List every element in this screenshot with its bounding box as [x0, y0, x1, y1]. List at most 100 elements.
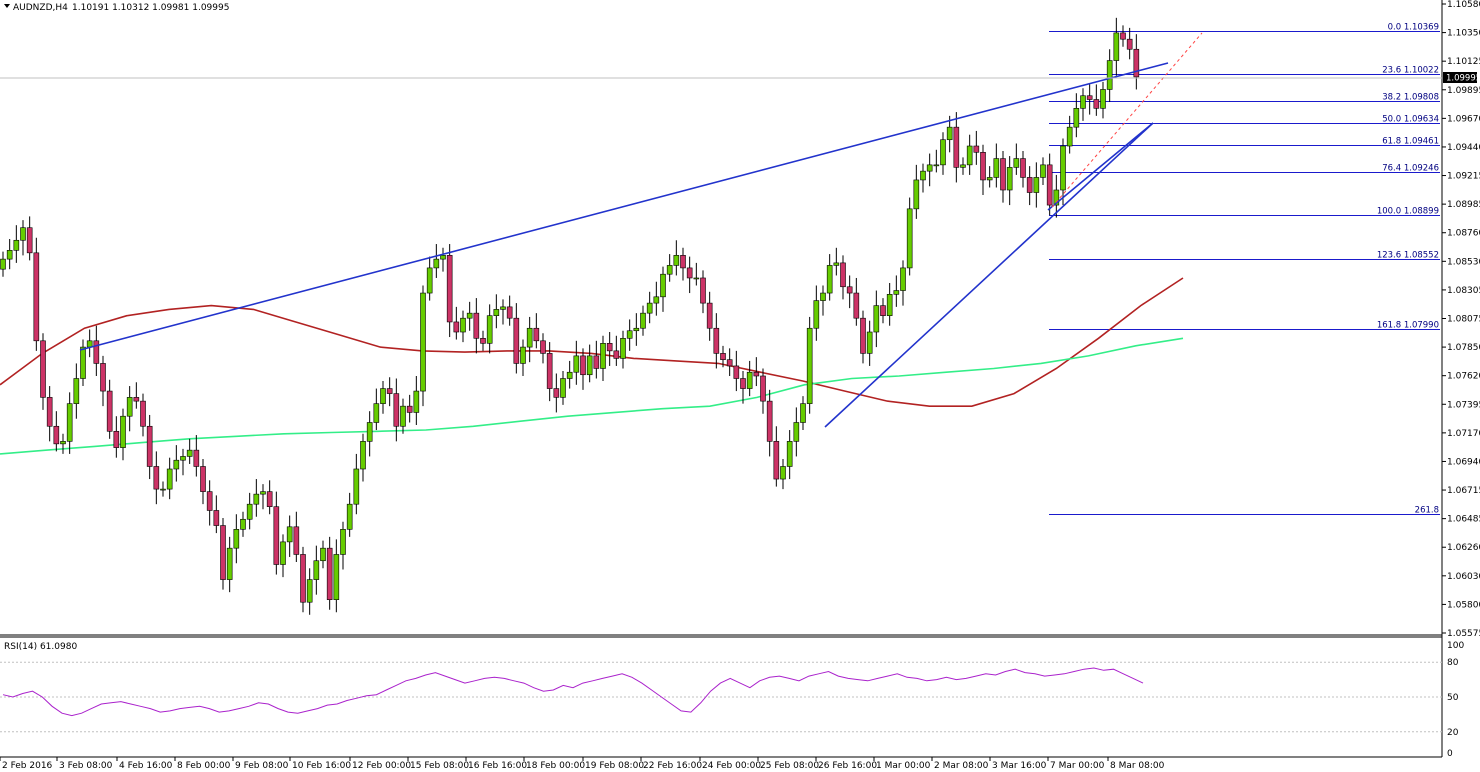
time-tick-label: 2 Mar 08:00 — [934, 761, 989, 771]
price-tick-label: 1.08530 — [1447, 257, 1480, 267]
rsi-panel: 100 80 50 20 0 — [0, 641, 1464, 759]
fib-level-label: 161.8 1.07990 — [1377, 321, 1439, 331]
fibonacci-levels: 0.0 1.10369 23.6 1.10022 38.2 1.09808 50.0 … — [1049, 23, 1440, 516]
time-tick-label: 3 Mar 16:00 — [992, 761, 1047, 771]
bear-candle — [53, 425, 60, 445]
bull-candle — [1073, 108, 1080, 128]
bull-candle — [960, 164, 966, 168]
time-tick-label: 26 Feb 16:00 — [818, 761, 877, 771]
bear-candle — [293, 526, 300, 555]
projection-line — [1051, 32, 1203, 208]
rsi-level-label: 0 — [1447, 749, 1453, 759]
fib-level-label: 76.4 1.09246 — [1382, 164, 1439, 174]
bull-candle — [566, 371, 573, 379]
bull-candle — [400, 405, 406, 427]
bear-candle — [1026, 177, 1033, 193]
bear-candle — [593, 355, 600, 369]
bear-candle — [680, 255, 686, 269]
bull-candle — [126, 397, 133, 417]
bear-candle — [726, 359, 733, 367]
bull-candle — [466, 312, 473, 319]
fib-level-label: 100.0 1.08899 — [1377, 207, 1439, 217]
price-tick-label: 1.09670 — [1447, 114, 1480, 124]
bear-candle — [46, 397, 53, 427]
bear-candle — [480, 337, 486, 344]
bull-candle — [1106, 60, 1113, 90]
bull-candle — [820, 292, 826, 301]
bear-candle — [1000, 158, 1006, 191]
bull-candle — [813, 300, 820, 329]
bear-candle — [1086, 95, 1093, 100]
bear-candle — [26, 227, 33, 254]
bear-candle — [33, 252, 40, 342]
bull-candle — [260, 491, 266, 495]
bull-candle — [526, 327, 533, 348]
bear-candle — [406, 405, 413, 413]
bear-candle — [686, 267, 693, 279]
bear-candle — [1126, 38, 1133, 50]
bull-candle — [380, 388, 386, 404]
time-tick-label: 10 Feb 16:00 — [292, 761, 351, 771]
bull-candle — [420, 292, 426, 392]
price-tick-label: 1.07620 — [1447, 372, 1480, 382]
bull-candle — [660, 273, 666, 298]
price-tick-label: 1.07170 — [1447, 429, 1480, 439]
bull-candle — [86, 340, 93, 348]
bear-candle — [393, 393, 400, 427]
bear-candle — [93, 340, 100, 364]
bull-candle — [746, 371, 753, 389]
fib-level-label: 61.8 1.09461 — [1382, 137, 1439, 147]
rsi-level-label: 100 — [1447, 641, 1464, 651]
price-tick-label: 1.06940 — [1447, 457, 1480, 467]
bull-candle — [986, 177, 993, 181]
bull-candle — [800, 403, 806, 423]
bear-candle — [740, 378, 746, 389]
moving-averages — [0, 277, 1184, 455]
price-tick-label: 1.09440 — [1447, 143, 1480, 153]
fib-level-label: 38.2 1.09808 — [1382, 93, 1439, 103]
bull-candle — [366, 422, 373, 442]
time-tick-label: 7 Mar 00:00 — [1050, 761, 1105, 771]
dropdown-triangle-icon[interactable] — [4, 4, 10, 8]
bull-candle — [20, 227, 26, 241]
bull-candle — [173, 459, 180, 470]
time-tick-label: 8 Feb 00:00 — [177, 761, 231, 771]
bear-candle — [473, 312, 480, 339]
bull-candle — [600, 343, 606, 369]
bear-candle — [146, 425, 153, 467]
rsi-level-label: 50 — [1447, 693, 1459, 703]
bull-candle — [186, 449, 193, 457]
resistance-trendline — [79, 62, 1169, 351]
price-tick-label: 1.06030 — [1447, 572, 1480, 582]
bear-candle — [546, 353, 553, 389]
bull-candle — [946, 126, 953, 141]
price-axis: 1.10580 1.10350 1.10125 1.09895 1.09670 1.094… — [1442, 0, 1480, 639]
bull-candle — [780, 466, 786, 480]
bull-candle — [520, 346, 526, 364]
current-price-tag — [1443, 72, 1477, 83]
support-trendline — [824, 122, 1154, 428]
bear-candle — [273, 506, 280, 565]
bull-candle — [80, 346, 86, 379]
bull-candle — [993, 158, 1000, 178]
time-tick-label: 24 Feb 00:00 — [702, 761, 761, 771]
bear-candle — [300, 554, 306, 603]
bull-candle — [586, 355, 593, 376]
bear-candle — [953, 126, 960, 168]
bull-candle — [920, 170, 926, 181]
bull-candle — [13, 239, 20, 251]
price-tick-label: 1.06715 — [1447, 486, 1480, 496]
bear-candle — [840, 262, 846, 288]
bull-candle — [926, 164, 933, 172]
bull-candle — [353, 468, 360, 505]
price-tick-label: 1.06260 — [1447, 543, 1480, 553]
bull-candle — [440, 255, 446, 260]
bull-candle — [160, 488, 166, 491]
time-tick-label: 18 Feb 00:00 — [526, 761, 585, 771]
support-trendline-2 — [1047, 122, 1154, 211]
bull-candle — [60, 441, 66, 445]
bull-candle — [1100, 89, 1106, 109]
price-tick-label: 1.07395 — [1447, 400, 1480, 410]
fib-level-label: 50.0 1.09634 — [1382, 115, 1439, 125]
bull-candle — [280, 541, 286, 565]
